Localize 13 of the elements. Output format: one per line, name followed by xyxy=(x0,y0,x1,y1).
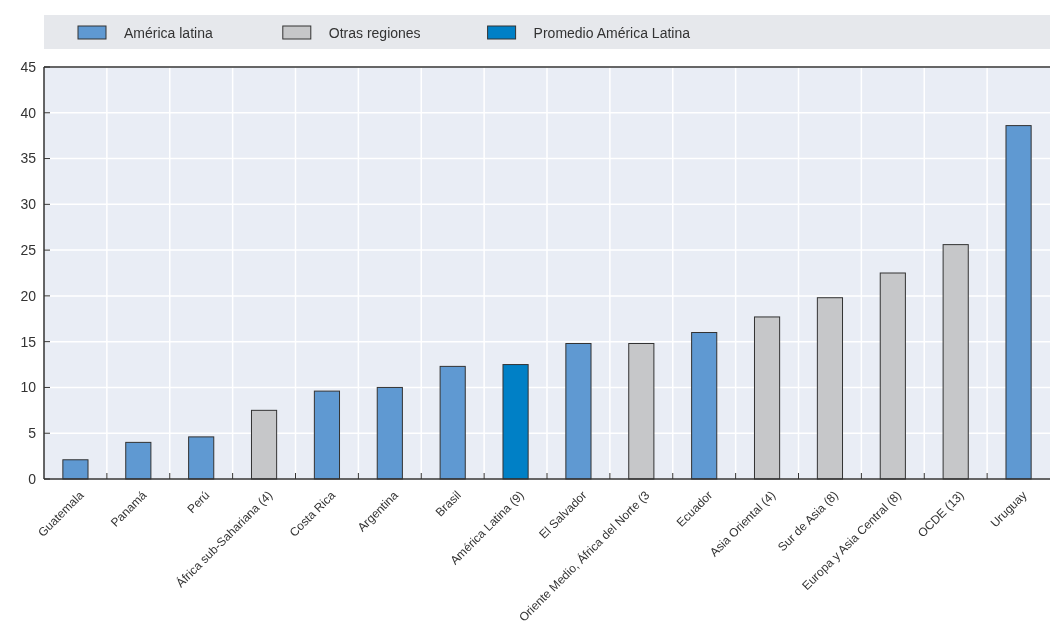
legend-label: Promedio América Latina xyxy=(533,24,691,41)
y-tick-label: 40 xyxy=(20,104,37,121)
y-tick-label: 5 xyxy=(28,425,37,442)
y-tick-label: 30 xyxy=(20,196,37,213)
legend-label: América latina xyxy=(124,24,213,41)
y-tick-label: 0 xyxy=(28,470,37,487)
y-tick-label: 15 xyxy=(20,333,37,350)
y-tick-label: 25 xyxy=(20,242,37,259)
y-tick-label: 35 xyxy=(20,150,37,167)
y-tick-label: 20 xyxy=(20,287,37,304)
legend-label: Otras regiones xyxy=(328,24,421,41)
y-tick-label: 10 xyxy=(20,379,37,396)
y-tick-label: 45 xyxy=(20,58,37,75)
